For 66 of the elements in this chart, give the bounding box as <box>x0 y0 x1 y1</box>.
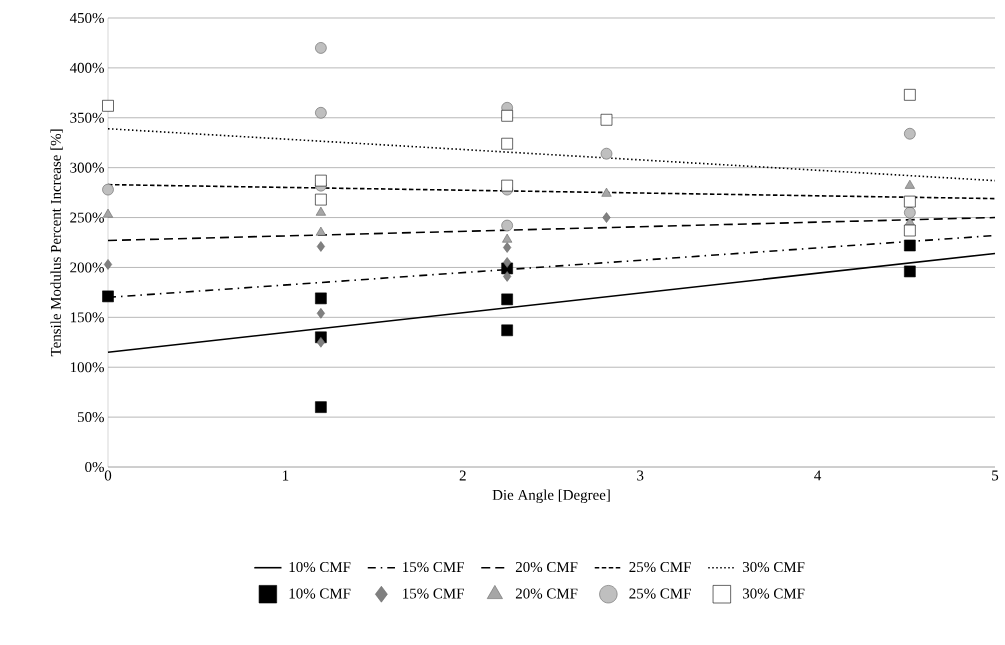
legend-label: 25% CMF <box>629 588 691 599</box>
y-tick-label: 100% <box>70 362 104 373</box>
point <box>102 290 114 303</box>
x-tick-label: 3 <box>637 470 644 481</box>
x-tick-label: 1 <box>282 470 289 481</box>
point <box>315 226 326 236</box>
point <box>602 212 611 223</box>
x-axis-title: Die Angle [Degree] <box>492 489 610 504</box>
legend-label: 30% CMF <box>742 588 805 599</box>
point <box>102 208 114 218</box>
point <box>600 147 613 160</box>
point <box>503 271 512 282</box>
point <box>904 127 916 140</box>
x-tick-label: 5 <box>992 470 999 481</box>
legend-label: 20% CMF <box>515 588 578 599</box>
y-tick-label: 400% <box>69 62 104 73</box>
point <box>316 308 325 319</box>
point <box>315 193 327 206</box>
y-tick-label: 450% <box>69 12 104 24</box>
y-tick-label: 200% <box>70 262 104 273</box>
legend-label: 20% CMF <box>515 561 578 573</box>
point <box>501 324 513 337</box>
point <box>315 292 327 305</box>
point <box>904 89 916 101</box>
legend-label: 30% CMF <box>742 561 805 573</box>
point <box>503 257 512 268</box>
point <box>103 259 113 270</box>
legend-label: 10% CMF <box>289 561 351 573</box>
point <box>315 42 327 54</box>
y-tick-label: 50% <box>77 412 104 423</box>
point <box>904 206 916 219</box>
point <box>904 239 916 252</box>
point <box>316 241 325 252</box>
point <box>601 187 612 197</box>
point <box>502 233 513 243</box>
point <box>904 265 916 278</box>
y-tick-label: 150% <box>70 312 104 323</box>
point <box>904 179 915 189</box>
point <box>600 113 613 126</box>
y-tick-label: 300% <box>70 162 104 173</box>
point <box>315 106 327 119</box>
point <box>501 109 513 122</box>
x-tick-label: 0 <box>104 470 112 481</box>
legend-label: 25% CMF <box>629 561 691 573</box>
legend-label: 10% CMF <box>289 588 351 599</box>
point <box>315 174 327 187</box>
legend-label: 15% CMF <box>403 588 464 599</box>
y-tick-label: 250% <box>70 212 104 223</box>
point <box>503 242 512 253</box>
y-tick-label: 350% <box>70 112 104 123</box>
point <box>315 401 327 413</box>
y-axis-title: Tensile Modulus Percent Increase [%] <box>50 129 63 357</box>
point <box>102 100 114 112</box>
point <box>904 195 916 208</box>
point <box>501 219 513 232</box>
point <box>316 336 325 348</box>
point <box>315 206 326 216</box>
y-tick-label: 0% <box>85 461 104 473</box>
legend-label: 15% CMF <box>403 561 464 573</box>
point <box>501 179 513 192</box>
point <box>501 293 513 306</box>
point <box>102 183 114 196</box>
x-tick-label: 4 <box>814 470 822 481</box>
point <box>904 224 916 237</box>
x-tick-label: 2 <box>459 470 466 481</box>
point <box>501 137 513 150</box>
